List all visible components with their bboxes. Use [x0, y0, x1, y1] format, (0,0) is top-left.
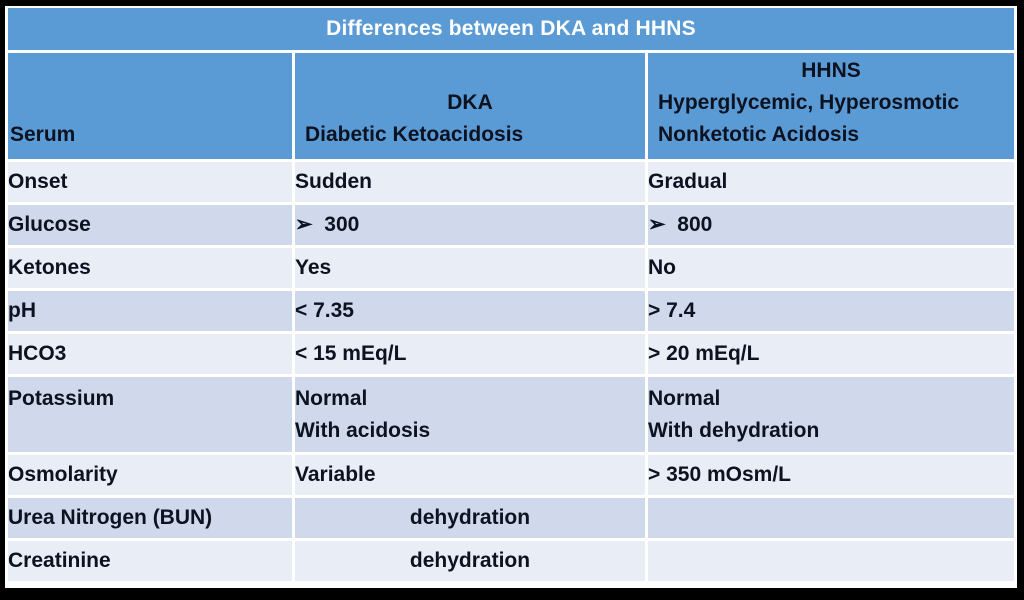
table-row-potassium: Potassium Normal With acidosis Normal Wi… — [8, 377, 1014, 452]
table-row-osmolarity: Osmolarity Variable > 350 mOsm/L — [8, 455, 1014, 495]
header-row: Serum DKA Diabetic Ketoacidosis HHNS Hyp… — [8, 53, 1014, 159]
header-dka: DKA Diabetic Ketoacidosis — [295, 53, 645, 159]
row-label: Creatinine — [8, 541, 292, 581]
hhns-value — [648, 498, 1014, 538]
dka-value: dehydration — [295, 498, 645, 538]
table-row-ph: pH < 7.35 > 7.4 — [8, 291, 1014, 331]
table-row-onset: Onset Sudden Gradual — [8, 162, 1014, 202]
comparison-table: Serum DKA Diabetic Ketoacidosis HHNS Hyp… — [5, 50, 1017, 584]
hhns-value: ➢ 800 — [648, 205, 1014, 245]
dka-value: < 15 mEq/L — [295, 334, 645, 374]
row-label: Ketones — [8, 248, 292, 288]
dka-value: < 7.35 — [295, 291, 645, 331]
table-row-bun: Urea Nitrogen (BUN) dehydration — [8, 498, 1014, 538]
table-row-hco3: HCO3 < 15 mEq/L > 20 mEq/L — [8, 334, 1014, 374]
arrowhead-glyph-value: ➢ 300 — [295, 213, 360, 236]
row-label: Potassium — [8, 377, 292, 452]
row-label: Onset — [8, 162, 292, 202]
row-label: Urea Nitrogen (BUN) — [8, 498, 292, 538]
slide-background: Differences between DKA and HHNS Serum D… — [5, 6, 1017, 588]
dka-value: Normal With acidosis — [295, 377, 645, 452]
table-title-bar: Differences between DKA and HHNS — [8, 8, 1014, 50]
hhns-value: Normal With dehydration — [648, 377, 1014, 452]
header-hhns-abbrev: HHNS — [801, 59, 861, 82]
header-serum-label: Serum — [10, 123, 76, 146]
arrowhead-glyph-value: ➢ 800 — [648, 213, 713, 236]
table-row-glucose: Glucose ➢ 300 ➢ 800 — [8, 205, 1014, 245]
row-label: Osmolarity — [8, 455, 292, 495]
header-serum: Serum — [8, 53, 292, 159]
hhns-value: Gradual — [648, 162, 1014, 202]
header-dka-abbrev: DKA — [447, 91, 493, 114]
header-hhns-fullname-line1: Hyperglycemic, Hyperosmotic — [658, 91, 960, 114]
header-hhns-fullname-line2: Nonketotic Acidosis — [658, 123, 860, 146]
dka-value: Sudden — [295, 162, 645, 202]
header-hhns: HHNS Hyperglycemic, Hyperosmotic Nonketo… — [648, 53, 1014, 159]
row-label: Glucose — [8, 205, 292, 245]
table-title: Differences between DKA and HHNS — [326, 17, 696, 40]
table-row-creatinine: Creatinine dehydration — [8, 541, 1014, 581]
table-row-ketones: Ketones Yes No — [8, 248, 1014, 288]
hhns-value: No — [648, 248, 1014, 288]
hhns-value: > 20 mEq/L — [648, 334, 1014, 374]
header-dka-fullname: Diabetic Ketoacidosis — [305, 123, 524, 146]
dka-value: Variable — [295, 455, 645, 495]
row-label: pH — [8, 291, 292, 331]
hhns-value — [648, 541, 1014, 581]
hhns-value: > 7.4 — [648, 291, 1014, 331]
dka-value: ➢ 300 — [295, 205, 645, 245]
hhns-value: > 350 mOsm/L — [648, 455, 1014, 495]
dka-value: Yes — [295, 248, 645, 288]
dka-value: dehydration — [295, 541, 645, 581]
row-label: HCO3 — [8, 334, 292, 374]
